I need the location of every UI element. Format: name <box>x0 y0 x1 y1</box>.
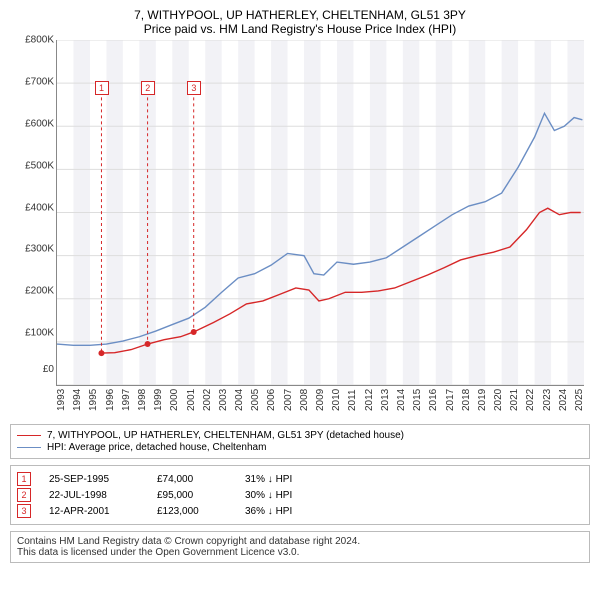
event-delta: 31% ↓ HPI <box>245 474 292 485</box>
x-tick-label: 2009 <box>315 386 325 414</box>
event-price: £74,000 <box>157 474 227 485</box>
x-tick-label: 2006 <box>266 386 276 414</box>
x-tick-label: 2005 <box>250 386 260 414</box>
chart-title: 7, WITHYPOOL, UP HATHERLEY, CHELTENHAM, … <box>10 8 590 22</box>
y-tick-label: £500K <box>10 160 54 171</box>
event-row: 1 25-SEP-1995 £74,000 31% ↓ HPI <box>17 472 583 486</box>
legend-item: 7, WITHYPOOL, UP HATHERLEY, CHELTENHAM, … <box>17 430 583 441</box>
x-tick-label: 2010 <box>331 386 341 414</box>
x-tick-label: 2008 <box>299 386 309 414</box>
x-tick-label: 2001 <box>186 386 196 414</box>
event-date: 25-SEP-1995 <box>49 474 139 485</box>
x-axis-labels: 1993 1994 1995 1996 1997 1998 1999 2000 2001 2002… <box>56 386 584 414</box>
x-tick-label: 2013 <box>380 386 390 414</box>
y-tick-label: £700K <box>10 76 54 87</box>
x-tick-label: 2000 <box>169 386 179 414</box>
chart-area: £800K£700K£600K£500K£400K£300K£200K£100K… <box>10 40 590 410</box>
x-tick-label: 1993 <box>56 386 66 414</box>
legend-swatch <box>17 435 41 436</box>
y-tick-label: £200K <box>10 286 54 297</box>
x-tick-label: 2007 <box>283 386 293 414</box>
chart-container: 7, WITHYPOOL, UP HATHERLEY, CHELTENHAM, … <box>0 0 600 571</box>
x-tick-label: 2012 <box>364 386 374 414</box>
legend: 7, WITHYPOOL, UP HATHERLEY, CHELTENHAM, … <box>10 424 590 459</box>
event-row: 2 22-JUL-1998 £95,000 30% ↓ HPI <box>17 488 583 502</box>
x-tick-label: 1998 <box>137 386 147 414</box>
x-tick-label: 1996 <box>105 386 115 414</box>
legend-label: 7, WITHYPOOL, UP HATHERLEY, CHELTENHAM, … <box>47 430 404 441</box>
event-marker-icon: 2 <box>17 488 31 502</box>
x-tick-label: 2025 <box>574 386 584 414</box>
plot-area: 1 2 3 <box>56 40 584 386</box>
x-tick-label: 2018 <box>461 386 471 414</box>
x-tick-label: 2021 <box>509 386 519 414</box>
y-tick-label: £100K <box>10 328 54 339</box>
y-axis-labels: £800K£700K£600K£500K£400K£300K£200K£100K… <box>10 40 54 386</box>
event-marker-icon: 1 <box>17 472 31 486</box>
legend-item: HPI: Average price, detached house, Chel… <box>17 442 583 453</box>
x-tick-label: 1994 <box>72 386 82 414</box>
x-tick-label: 2024 <box>558 386 568 414</box>
attribution-footer: Contains HM Land Registry data © Crown c… <box>10 531 590 563</box>
x-tick-label: 2016 <box>428 386 438 414</box>
y-tick-label: £800K <box>10 35 54 46</box>
x-tick-label: 2004 <box>234 386 244 414</box>
event-marker-icon: 3 <box>17 504 31 518</box>
y-tick-label: £300K <box>10 244 54 255</box>
y-tick-label: £600K <box>10 118 54 129</box>
event-marker-2: 2 <box>141 81 155 95</box>
event-date: 12-APR-2001 <box>49 506 139 517</box>
x-tick-label: 1999 <box>153 386 163 414</box>
event-price: £95,000 <box>157 490 227 501</box>
x-tick-label: 2011 <box>347 386 357 414</box>
event-date: 22-JUL-1998 <box>49 490 139 501</box>
title-block: 7, WITHYPOOL, UP HATHERLEY, CHELTENHAM, … <box>10 8 590 36</box>
legend-swatch <box>17 447 41 448</box>
chart-subtitle: Price paid vs. HM Land Registry's House … <box>10 22 590 36</box>
x-tick-label: 1995 <box>88 386 98 414</box>
x-tick-label: 2017 <box>445 386 455 414</box>
x-tick-label: 1997 <box>121 386 131 414</box>
x-tick-label: 2003 <box>218 386 228 414</box>
y-tick-label: £400K <box>10 202 54 213</box>
legend-label: HPI: Average price, detached house, Chel… <box>47 442 266 453</box>
events-table: 1 25-SEP-1995 £74,000 31% ↓ HPI 2 22-JUL-1998… <box>10 465 590 525</box>
x-tick-label: 2014 <box>396 386 406 414</box>
event-marker-3: 3 <box>187 81 201 95</box>
y-tick-label: £0 <box>10 364 54 375</box>
event-marker-1: 1 <box>95 81 109 95</box>
footer-line-2: This data is licensed under the Open Gov… <box>17 547 583 558</box>
x-tick-label: 2023 <box>542 386 552 414</box>
event-price: £123,000 <box>157 506 227 517</box>
x-tick-label: 2020 <box>493 386 503 414</box>
x-tick-label: 2015 <box>412 386 422 414</box>
x-tick-label: 2002 <box>202 386 212 414</box>
footer-line-1: Contains HM Land Registry data © Crown c… <box>17 536 583 547</box>
x-tick-label: 2022 <box>525 386 535 414</box>
event-row: 3 12-APR-2001 £123,000 36% ↓ HPI <box>17 504 583 518</box>
event-delta: 30% ↓ HPI <box>245 490 292 501</box>
event-delta: 36% ↓ HPI <box>245 506 292 517</box>
x-tick-label: 2019 <box>477 386 487 414</box>
